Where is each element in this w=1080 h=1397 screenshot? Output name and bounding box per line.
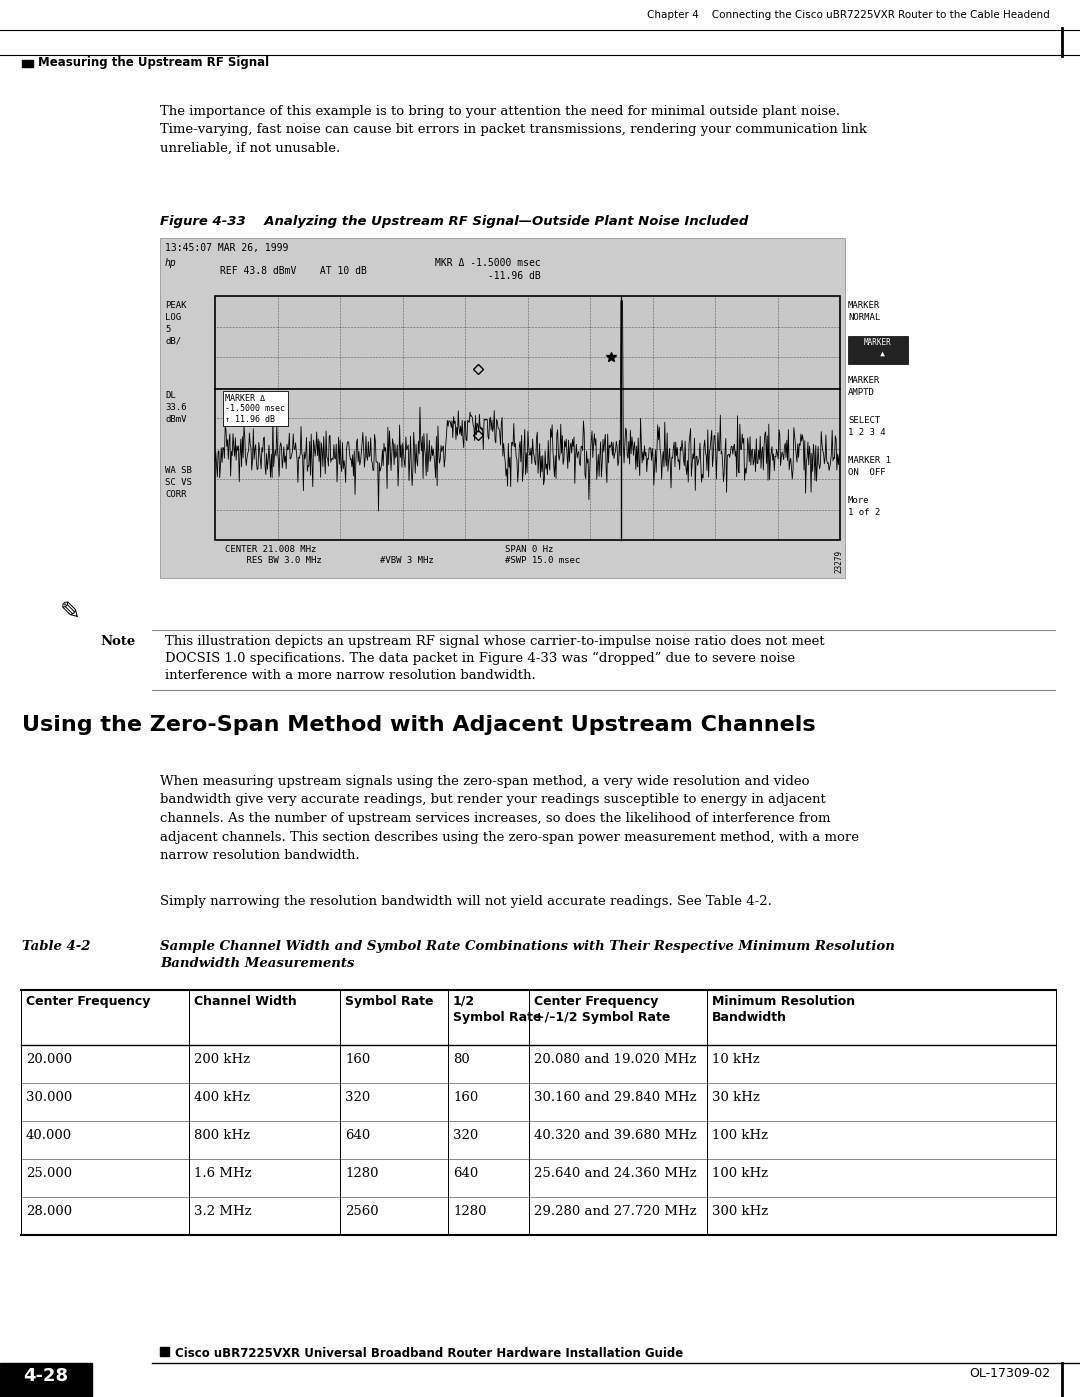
Bar <box>160 1347 168 1356</box>
Text: 400 kHz: 400 kHz <box>194 1091 251 1104</box>
Text: SPAN 0 Hz: SPAN 0 Hz <box>505 545 553 555</box>
Text: MKR Δ -1.5000 msec: MKR Δ -1.5000 msec <box>435 258 541 268</box>
Text: 800 kHz: 800 kHz <box>194 1129 251 1141</box>
Text: Measuring the Upstream RF Signal: Measuring the Upstream RF Signal <box>38 56 269 68</box>
Text: Figure 4-33    Analyzing the Upstream RF Signal—Outside Plant Noise Included: Figure 4-33 Analyzing the Upstream RF Si… <box>160 215 748 228</box>
Text: 20.080 and 19.020 MHz: 20.080 and 19.020 MHz <box>534 1053 697 1066</box>
Text: hp: hp <box>165 258 177 268</box>
Text: 25.000: 25.000 <box>26 1166 72 1180</box>
Bar <box>160 237 845 578</box>
Text: RES BW 3.0 MHz: RES BW 3.0 MHz <box>225 556 322 564</box>
Text: MARKER
AMPTD: MARKER AMPTD <box>848 376 880 397</box>
Bar <box>848 337 908 365</box>
Text: Note: Note <box>100 636 135 648</box>
Text: 4-28: 4-28 <box>24 1368 68 1384</box>
Text: More
1 of 2: More 1 of 2 <box>848 496 880 517</box>
Text: 640: 640 <box>345 1129 370 1141</box>
Text: 28.000: 28.000 <box>26 1206 72 1218</box>
Text: 40.320 and 39.680 MHz: 40.320 and 39.680 MHz <box>534 1129 697 1141</box>
Text: 30.000: 30.000 <box>26 1091 72 1104</box>
Text: 320: 320 <box>345 1091 370 1104</box>
Text: Sample Channel Width and Symbol Rate Combinations with Their Respective Minimum : Sample Channel Width and Symbol Rate Com… <box>160 940 895 953</box>
Text: Bandwidth Measurements: Bandwidth Measurements <box>160 957 354 970</box>
Text: 320: 320 <box>453 1129 478 1141</box>
Text: 30.160 and 29.840 MHz: 30.160 and 29.840 MHz <box>534 1091 697 1104</box>
Text: The importance of this example is to bring to your attention the need for minima: The importance of this example is to bri… <box>160 105 867 155</box>
Text: DOCSIS 1.0 specifications. The data packet in Figure 4-33 was “dropped” due to s: DOCSIS 1.0 specifications. The data pack… <box>165 652 795 665</box>
Text: ✎: ✎ <box>60 599 81 624</box>
Text: 30 kHz: 30 kHz <box>712 1091 760 1104</box>
Text: SELECT
1 2 3 4: SELECT 1 2 3 4 <box>848 416 886 437</box>
Text: Simply narrowing the resolution bandwidth will not yield accurate readings. See : Simply narrowing the resolution bandwidt… <box>160 895 772 908</box>
Text: Table 4-2: Table 4-2 <box>22 940 91 953</box>
Text: 20.000: 20.000 <box>26 1053 72 1066</box>
Text: REF 43.8 dBmV    AT 10 dB: REF 43.8 dBmV AT 10 dB <box>220 265 367 277</box>
Text: DL
33.6
dBmV: DL 33.6 dBmV <box>165 391 187 423</box>
Text: MARKER 1
ON  OFF: MARKER 1 ON OFF <box>848 455 891 476</box>
Text: 640: 640 <box>453 1166 478 1180</box>
Text: 160: 160 <box>345 1053 370 1066</box>
Text: Chapter 4    Connecting the Cisco uBR7225VXR Router to the Cable Headend: Chapter 4 Connecting the Cisco uBR7225VX… <box>647 10 1050 20</box>
Text: 1280: 1280 <box>453 1206 486 1218</box>
Bar <box>22 60 33 67</box>
Text: 2560: 2560 <box>345 1206 379 1218</box>
Text: interference with a more narrow resolution bandwidth.: interference with a more narrow resoluti… <box>165 669 536 682</box>
Text: 25.640 and 24.360 MHz: 25.640 and 24.360 MHz <box>534 1166 697 1180</box>
Text: 160: 160 <box>453 1091 478 1104</box>
Text: 300 kHz: 300 kHz <box>712 1206 768 1218</box>
Text: WA SB
SC VS
CORR: WA SB SC VS CORR <box>165 467 192 499</box>
Text: 3.2 MHz: 3.2 MHz <box>194 1206 252 1218</box>
Text: Center Frequency
+/–1/2 Symbol Rate: Center Frequency +/–1/2 Symbol Rate <box>534 995 671 1024</box>
Text: Symbol Rate: Symbol Rate <box>345 995 433 1009</box>
Text: 100 kHz: 100 kHz <box>712 1129 768 1141</box>
Text: 40.000: 40.000 <box>26 1129 72 1141</box>
Text: Using the Zero-Span Method with Adjacent Upstream Channels: Using the Zero-Span Method with Adjacent… <box>22 715 815 735</box>
Text: MARKER
  ▲: MARKER ▲ <box>864 338 892 358</box>
Text: 1.6 MHz: 1.6 MHz <box>194 1166 252 1180</box>
Text: 100 kHz: 100 kHz <box>712 1166 768 1180</box>
Text: OL-17309-02: OL-17309-02 <box>969 1368 1050 1380</box>
Text: This illustration depicts an upstream RF signal whose carrier-to-impulse noise r: This illustration depicts an upstream RF… <box>165 636 825 648</box>
Text: 29.280 and 27.720 MHz: 29.280 and 27.720 MHz <box>534 1206 697 1218</box>
Text: MARKER Δ
-1.5000 msec
↑ 11.96 dB: MARKER Δ -1.5000 msec ↑ 11.96 dB <box>225 394 285 423</box>
Text: Channel Width: Channel Width <box>194 995 297 1009</box>
Text: 10 kHz: 10 kHz <box>712 1053 759 1066</box>
Text: 23279: 23279 <box>834 550 843 573</box>
Bar <box>215 296 840 541</box>
Text: 80: 80 <box>453 1053 470 1066</box>
Text: 13:45:07 MAR 26, 1999: 13:45:07 MAR 26, 1999 <box>165 243 288 253</box>
Text: Cisco uBR7225VXR Universal Broadband Router Hardware Installation Guide: Cisco uBR7225VXR Universal Broadband Rou… <box>175 1347 684 1361</box>
Text: -11.96 dB: -11.96 dB <box>435 271 541 281</box>
Text: PEAK
LOG
5
dB/: PEAK LOG 5 dB/ <box>165 300 187 345</box>
Text: #SWP 15.0 msec: #SWP 15.0 msec <box>505 556 580 564</box>
Text: 200 kHz: 200 kHz <box>194 1053 251 1066</box>
Bar <box>0 1363 92 1397</box>
Text: 1280: 1280 <box>345 1166 378 1180</box>
Text: MARKER
NORMAL: MARKER NORMAL <box>848 300 880 321</box>
Text: CENTER 21.008 MHz: CENTER 21.008 MHz <box>225 545 316 555</box>
Text: 1/2
Symbol Rate: 1/2 Symbol Rate <box>453 995 541 1024</box>
Text: Minimum Resolution
Bandwidth: Minimum Resolution Bandwidth <box>712 995 855 1024</box>
Text: Center Frequency: Center Frequency <box>26 995 150 1009</box>
Text: When measuring upstream signals using the zero-span method, a very wide resoluti: When measuring upstream signals using th… <box>160 775 859 862</box>
Text: #VBW 3 MHz: #VBW 3 MHz <box>380 556 434 564</box>
